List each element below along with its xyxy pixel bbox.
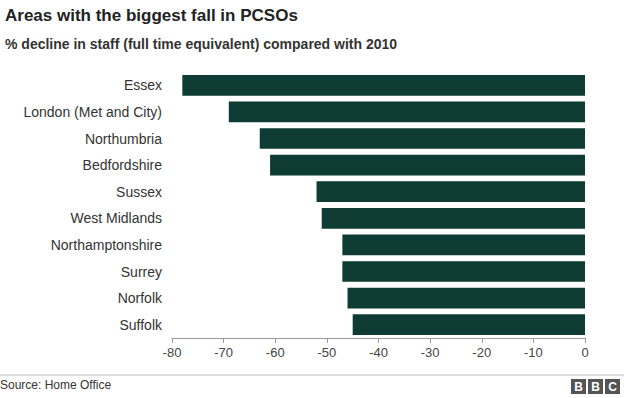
svg-text:Sussex: Sussex	[116, 184, 162, 200]
svg-text:Essex: Essex	[124, 77, 162, 93]
svg-text:0: 0	[581, 345, 588, 360]
svg-text:B: B	[591, 380, 600, 394]
svg-text:West Midlands: West Midlands	[70, 210, 162, 226]
svg-text:Source: Home Office: Source: Home Office	[0, 378, 111, 392]
svg-text:Northumbria: Northumbria	[85, 131, 162, 147]
svg-text:Suffolk: Suffolk	[119, 317, 163, 333]
svg-text:C: C	[608, 380, 617, 394]
svg-text:B: B	[574, 380, 583, 394]
svg-text:Bedfordshire: Bedfordshire	[83, 157, 163, 173]
svg-text:Northamptonshire: Northamptonshire	[51, 237, 162, 253]
svg-text:-80: -80	[163, 345, 182, 360]
svg-text:-50: -50	[317, 345, 336, 360]
svg-text:Norfolk: Norfolk	[118, 290, 163, 306]
svg-text:-10: -10	[524, 345, 543, 360]
svg-text:-60: -60	[266, 345, 285, 360]
svg-text:Surrey: Surrey	[121, 264, 162, 280]
svg-text:-40: -40	[369, 345, 388, 360]
svg-text:Areas with the biggest fall in: Areas with the biggest fall in PCSOs	[5, 6, 298, 25]
svg-text:-30: -30	[421, 345, 440, 360]
svg-text:-20: -20	[472, 345, 491, 360]
svg-text:London (Met and City): London (Met and City)	[23, 104, 162, 120]
svg-text:-70: -70	[214, 345, 233, 360]
svg-text:% decline in staff (full time: % decline in staff (full time equivalent…	[5, 36, 397, 52]
